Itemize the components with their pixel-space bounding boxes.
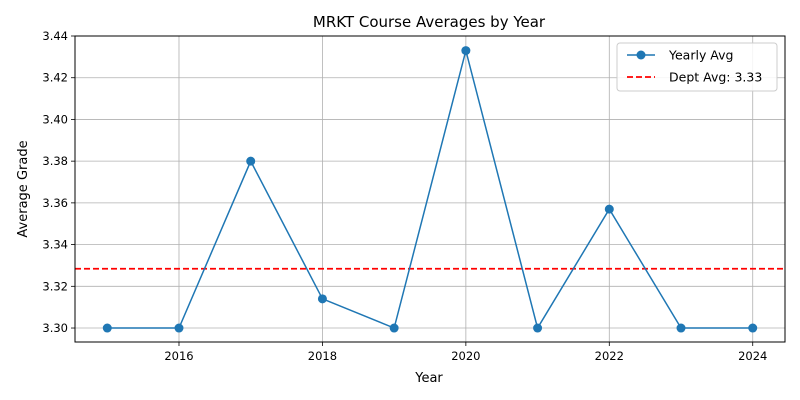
legend-series-label: Yearly Avg [668, 48, 733, 63]
y-tick-label: 3.34 [42, 238, 68, 252]
data-point [317, 294, 327, 304]
legend-reference-label: Dept Avg: 3.33 [669, 70, 762, 85]
series-layer [102, 46, 758, 333]
y-tick-label: 3.36 [42, 196, 68, 210]
data-point [461, 46, 471, 56]
data-point [174, 323, 184, 333]
legend-box [616, 42, 778, 92]
x-tick-label: 2020 [451, 349, 480, 363]
y-axis-ticks: 3.30 3.32 3.34 3.36 3.38 3.40 3.42 3.44 [42, 29, 75, 335]
y-axis-label: Average Grade [16, 140, 31, 237]
chart-title: MRKT Course Averages by Year [313, 13, 546, 31]
x-tick-label: 2016 [164, 349, 193, 363]
x-axis-label: Year [414, 371, 443, 386]
x-tick-label: 2024 [738, 349, 767, 363]
data-point [604, 204, 614, 214]
series-line-yearly-avg [107, 47, 753, 330]
plot-frame [74, 35, 786, 343]
data-point [533, 323, 543, 333]
data-point [246, 156, 256, 166]
data-point [676, 323, 686, 333]
data-point [748, 323, 758, 333]
y-tick-label: 3.30 [42, 321, 68, 335]
legend: Yearly Avg Dept Avg: 3.33 [616, 42, 778, 92]
x-tick-label: 2022 [595, 349, 624, 363]
data-point [389, 323, 399, 333]
data-point [102, 323, 112, 333]
y-tick-label: 3.44 [42, 29, 68, 43]
y-tick-label: 3.32 [42, 279, 68, 293]
x-axis-ticks: 2016 2018 2020 2022 2024 [164, 342, 767, 363]
x-tick-label: 2018 [308, 349, 337, 363]
y-tick-label: 3.42 [42, 71, 68, 85]
y-tick-label: 3.38 [42, 154, 68, 168]
legend-series-marker [636, 50, 646, 60]
grid-lines [75, 35, 785, 342]
y-tick-label: 3.40 [42, 112, 68, 126]
